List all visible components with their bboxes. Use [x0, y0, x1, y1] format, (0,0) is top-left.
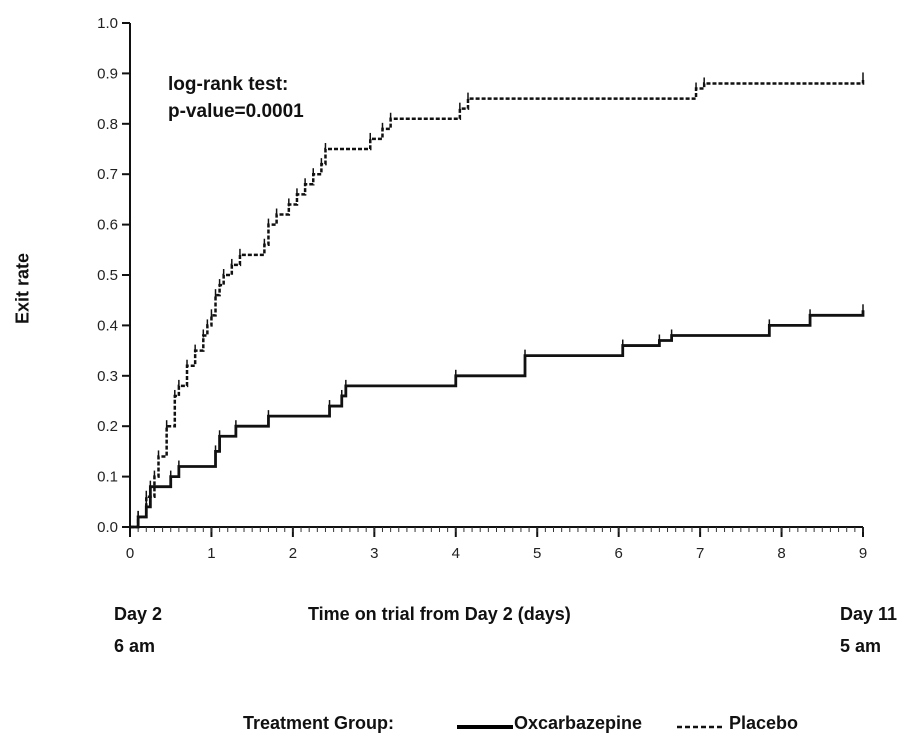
x-tick-label: 7: [696, 545, 704, 562]
x-tick-label: 0: [126, 545, 134, 562]
x-start-label-time: 6 am: [114, 636, 156, 656]
x-start-label-day: Day 2: [114, 604, 163, 624]
legend-label-placebo: Placebo: [729, 713, 799, 733]
legend-swatch-oxcarbazepine: [457, 725, 513, 729]
legend-label-oxcarbazepine: Oxcarbazepine: [514, 713, 643, 733]
y-tick-label: 0.6: [97, 217, 118, 234]
y-tick-label: 0.1: [97, 469, 118, 486]
x-tick-label: 1: [207, 545, 215, 562]
logrank-annotation-line1: log-rank test:: [168, 74, 289, 95]
y-tick-label: 0.3: [97, 368, 118, 385]
y-axis-label: Exit rate: [12, 252, 33, 325]
logrank-annotation-line2: p-value=0.0001: [168, 101, 304, 122]
x-tick-label: 4: [452, 545, 460, 562]
series-line-placebo: [130, 78, 865, 529]
x-tick-label: 5: [533, 545, 541, 562]
legend-swatch-placebo: [677, 725, 725, 729]
legend-title: Treatment Group:: [243, 713, 395, 733]
series-layer: [130, 72, 865, 529]
y-tick-label: 0.8: [97, 116, 118, 133]
y-tick-label: 0.7: [97, 166, 118, 183]
y-tick-label: 0.2: [97, 418, 118, 435]
y-tick-label: 0.4: [97, 317, 118, 334]
y-tick-label: 0.9: [97, 65, 118, 82]
x-tick-label: 8: [777, 545, 785, 562]
y-tick-label: 1.0: [97, 15, 118, 32]
y-tick-label: 0.0: [97, 519, 118, 536]
x-tick-label: 9: [859, 545, 867, 562]
x-end-label-time: 5 am: [840, 636, 882, 656]
x-tick-label: 3: [370, 545, 378, 562]
x-tick-label: 2: [289, 545, 297, 562]
y-axis-label-wrap: Exit rate: [8, 253, 38, 324]
series-line-oxcarbazepine: [130, 310, 865, 529]
x-axis-label: Time on trial from Day 2 (days): [308, 604, 571, 624]
axes-layer: 0.0 0.1 0.2 0.3 0.4 0.5 0.6 0.7 0.8 0.9 1.0 0 1 2 3 4 5 6…: [97, 15, 867, 562]
y-tick-label: 0.5: [97, 267, 118, 284]
x-end-label-day: Day 11: [840, 604, 898, 624]
x-tick-label: 6: [614, 545, 622, 562]
